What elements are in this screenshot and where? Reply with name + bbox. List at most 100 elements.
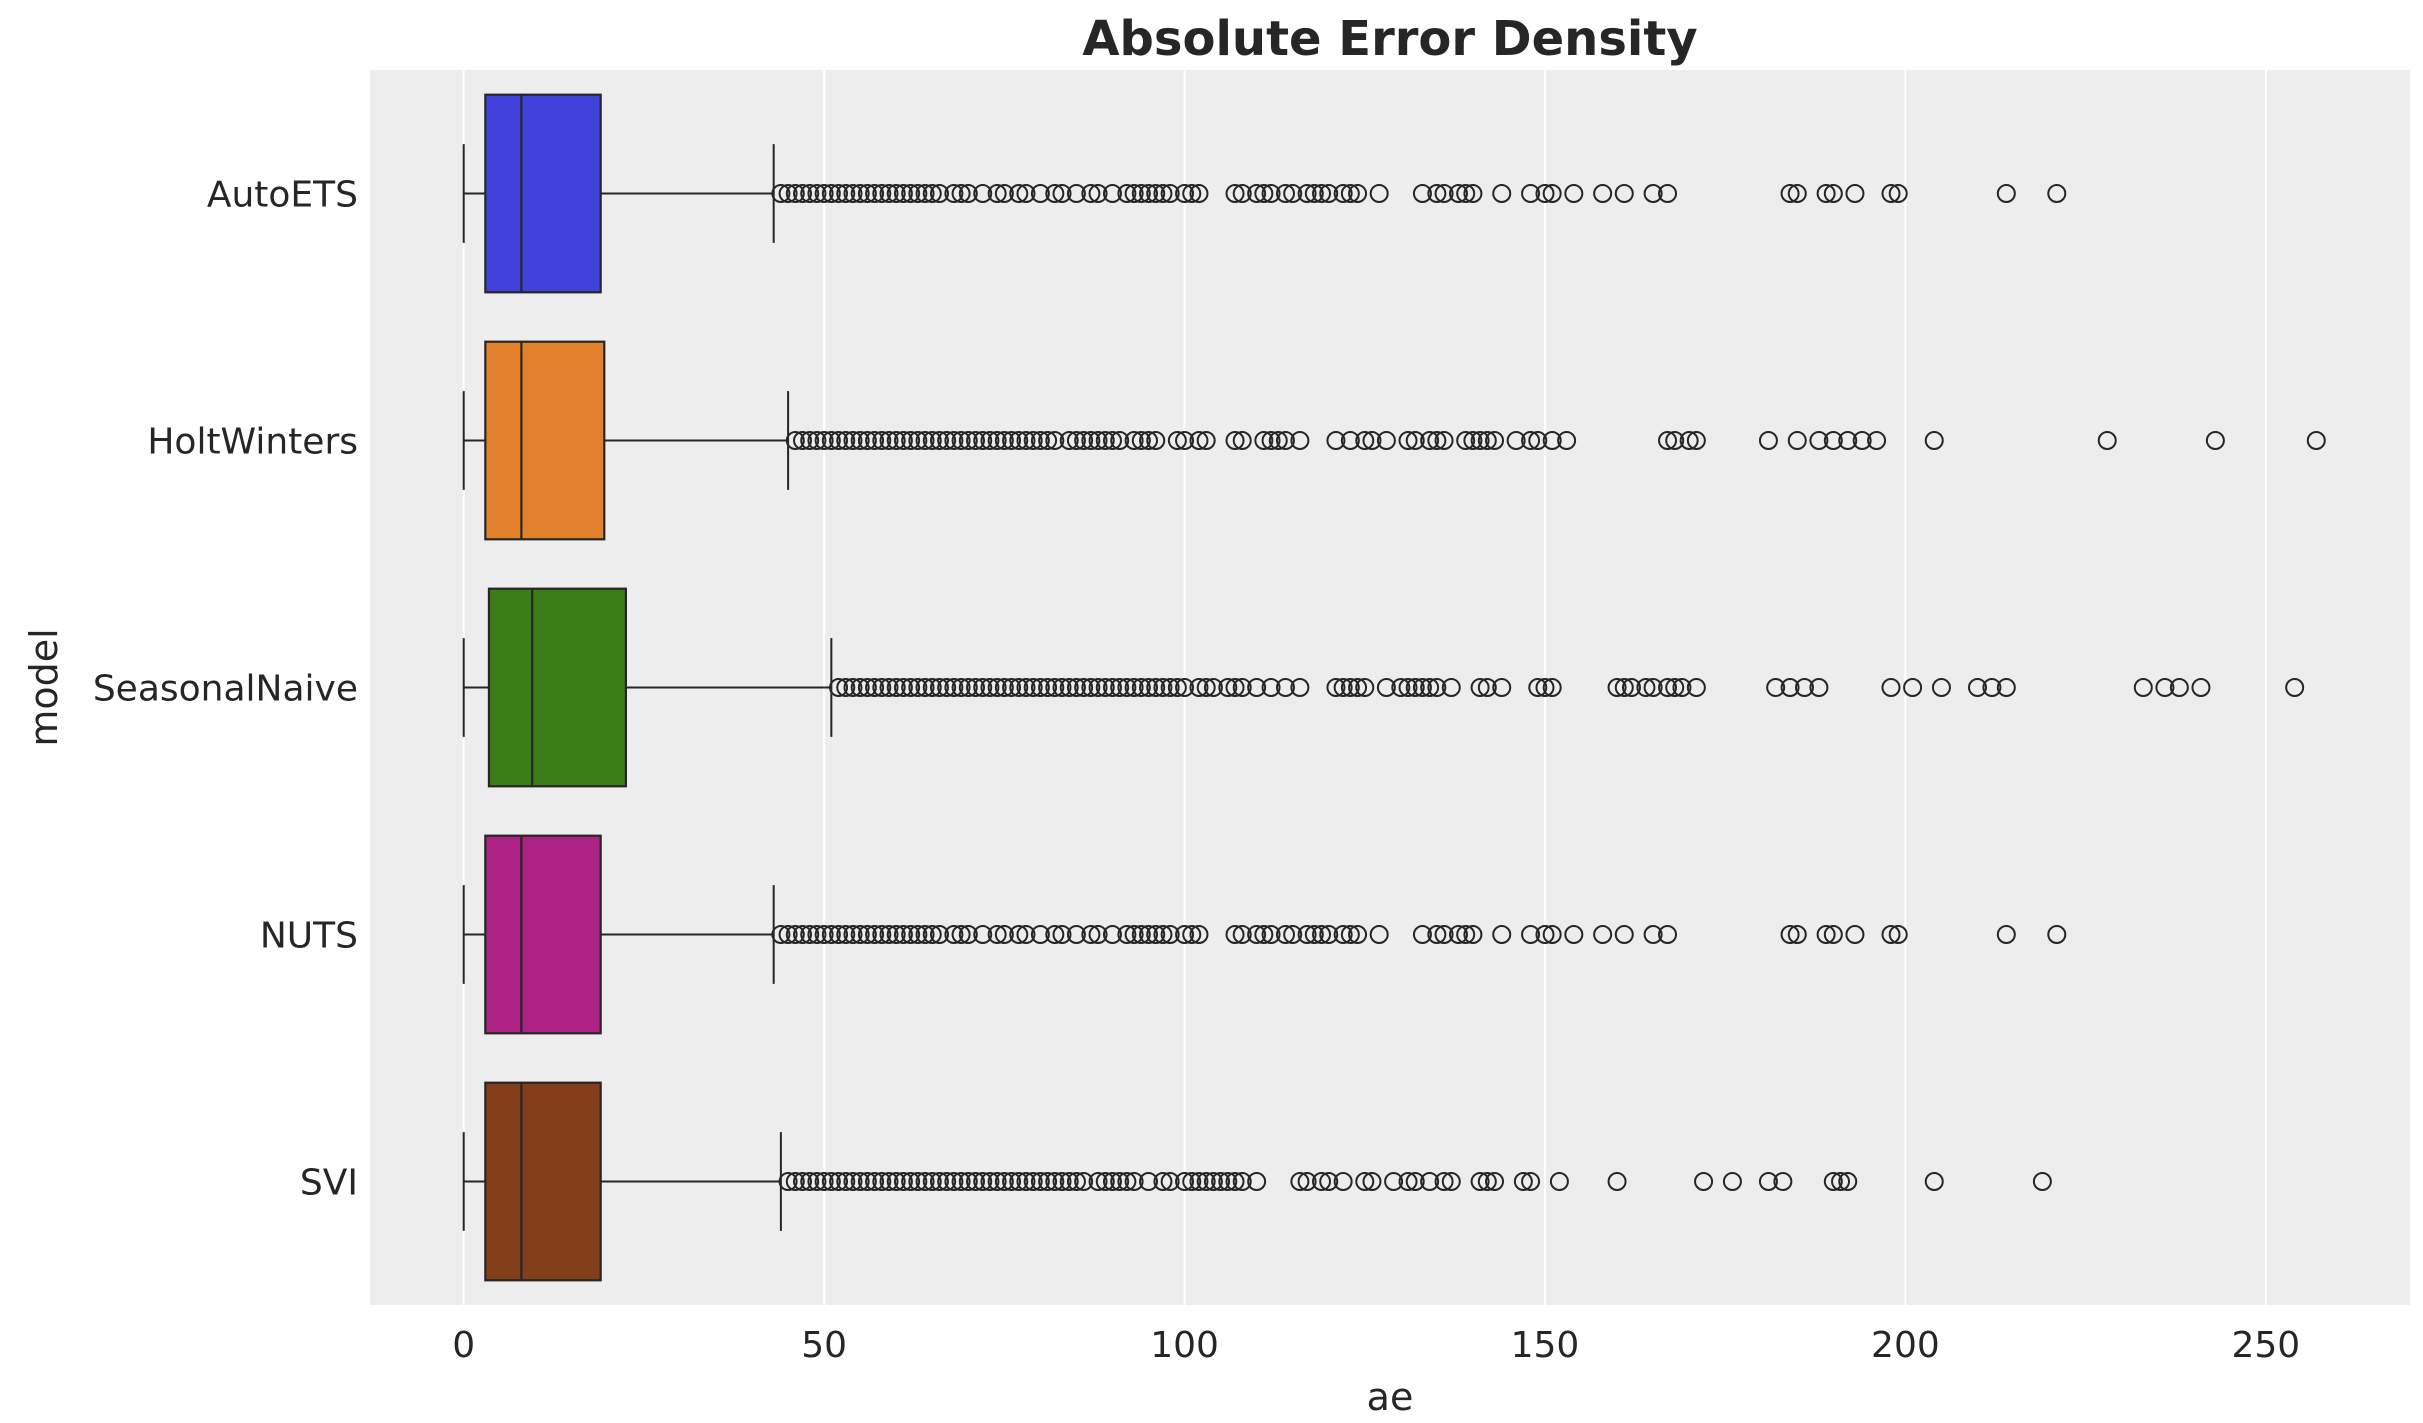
outlier-point [829,678,849,697]
outlier-point [1081,678,1101,697]
outlier-point [1816,925,1836,944]
outlier-point [1088,925,1108,944]
outlier-point [836,678,856,697]
outlier-point [1831,1172,1851,1191]
outlier-point [1643,678,1663,697]
outlier-point [901,431,921,450]
outlier-point [1009,678,1029,697]
outlier-point [1081,431,1101,450]
chart-title: Absolute Error Density [1082,11,1697,67]
outlier-point [1348,678,1368,697]
outlier-point [944,184,964,203]
outlier-point [829,184,849,203]
outlier-point [1521,431,1541,450]
outlier-point [1665,678,1685,697]
outlier-point [1376,431,1396,450]
outlier-point [1038,678,1058,697]
outlier-point [1117,1172,1137,1191]
outlier-point [1182,184,1202,203]
outlier-point [1470,678,1490,697]
x-tick-label: 0 [452,1325,475,1366]
outlier-point [865,678,885,697]
outlier-point [1405,1172,1425,1191]
outlier-point [1146,184,1166,203]
outlier-point [879,431,899,450]
outlier-point [800,925,820,944]
x-tick-label: 150 [1511,1325,1580,1366]
outlier-point [1427,925,1447,944]
outlier-point [793,925,813,944]
outlier-point [1066,1172,1086,1191]
outlier-point [973,1172,993,1191]
outlier-point [951,678,971,697]
outlier-point [857,431,877,450]
outlier-point [1679,431,1699,450]
outlier-point [1297,184,1317,203]
outlier-point [1535,678,1555,697]
outlier-point [1117,184,1137,203]
outlier-point [785,431,805,450]
outlier-point [1340,678,1360,697]
outlier-point [1117,925,1137,944]
outlier-point [1809,678,1829,697]
outlier-point [1275,431,1295,450]
outlier-point [865,1172,885,1191]
outlier-point [1030,184,1050,203]
outlier-point [1059,678,1079,697]
outlier-point [1477,678,1497,697]
outlier-point [1456,925,1476,944]
outlier-point [1009,1172,1029,1191]
outlier-point [1412,678,1432,697]
outlier-point [1694,1172,1714,1191]
outlier-point [821,1172,841,1191]
outlier-point [1823,1172,1843,1191]
outlier-point [1002,431,1022,450]
outlier-point [865,925,885,944]
outlier-point [1066,431,1086,450]
outlier-point [1881,184,1901,203]
outlier-point [843,184,863,203]
outlier-point [915,925,935,944]
x-axis-label: ae [1367,1375,1414,1419]
outlier-point [893,678,913,697]
outlier-point [1485,431,1505,450]
outlier-point [958,925,978,944]
box-iqr [484,340,606,541]
outlier-point [1319,1172,1339,1191]
outlier-point [1153,925,1173,944]
outlier-point [1549,1172,1569,1191]
outlier-point [1052,678,1072,697]
outlier-point [929,1172,949,1191]
outlier-point [1448,925,1468,944]
outlier-point [814,184,834,203]
outlier-point [1686,678,1706,697]
outlier-point [987,184,1007,203]
outlier-point [966,678,986,697]
outlier-point [1066,925,1086,944]
outlier-point [958,1172,978,1191]
outlier-point [1074,1172,1094,1191]
outlier-point [1160,925,1180,944]
outlier-point [1593,925,1613,944]
outlier-point [1074,431,1094,450]
outlier-point [1146,678,1166,697]
outlier-point [1124,925,1144,944]
outlier-point [821,184,841,203]
outlier-point [1102,678,1122,697]
outlier-point [1290,431,1310,450]
outlier-point [922,1172,942,1191]
outlier-point [1838,431,1858,450]
outlier-point [1153,678,1173,697]
outlier-point [1066,184,1086,203]
outlier-point [1175,431,1195,450]
outlier-point [1160,1172,1180,1191]
outlier-point [1672,678,1692,697]
outlier-point [1312,1172,1332,1191]
outlier-point [901,1172,921,1191]
outlier-point [1225,184,1245,203]
outlier-point [807,431,827,450]
outlier-point [929,925,949,944]
outlier-point [1888,925,1908,944]
outlier-point [1218,1172,1238,1191]
outlier-point [1982,678,2002,697]
